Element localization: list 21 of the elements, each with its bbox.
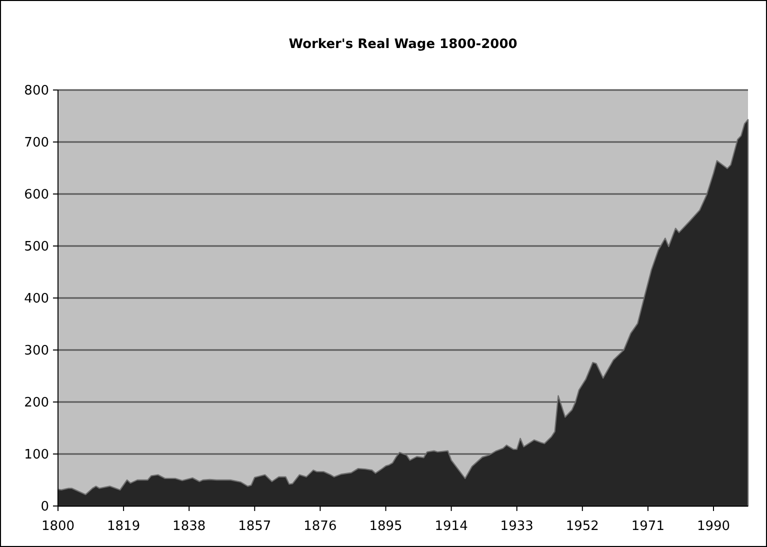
y-tick-label: 800	[24, 84, 49, 99]
x-tick-label: 1952	[566, 519, 599, 534]
y-tick-label: 300	[24, 344, 49, 359]
x-tick-label: 1895	[369, 519, 402, 534]
x-tick-label: 1971	[631, 519, 664, 534]
x-tick-label: 1857	[238, 519, 272, 534]
y-tick-label: 600	[24, 188, 49, 203]
y-tick-label: 400	[24, 292, 49, 307]
x-tick-label: 1819	[107, 519, 140, 534]
y-tick-label: 100	[24, 448, 49, 463]
x-tick-label: 1800	[41, 519, 75, 534]
chart-title: Worker's Real Wage 1800-2000	[288, 37, 518, 52]
x-tick-label: 1933	[500, 519, 534, 534]
y-tick-label: 200	[24, 396, 49, 411]
x-tick-label: 1914	[434, 519, 468, 534]
x-tick-label: 1838	[172, 519, 206, 534]
y-tick-label: 700	[24, 136, 49, 151]
x-tick-label: 1876	[304, 519, 337, 534]
x-tick-label: 1990	[696, 519, 730, 534]
y-tick-label: 500	[24, 240, 49, 255]
y-tick-label: 0	[40, 500, 49, 515]
